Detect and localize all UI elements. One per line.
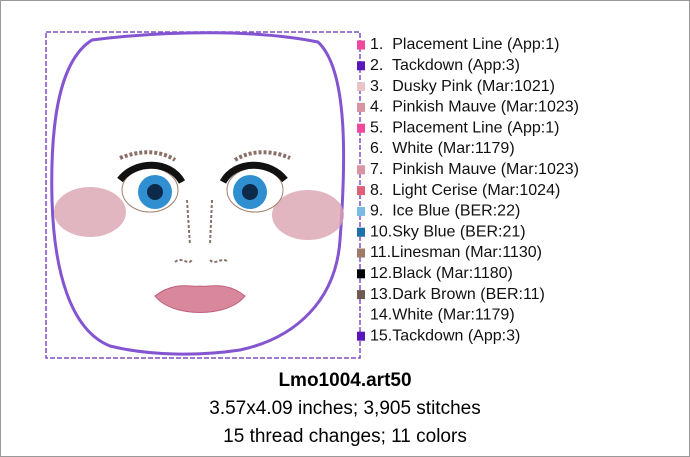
thread-swatch — [357, 103, 365, 112]
page: Lmo1004.art50 3.57x4.09 inches; 3,905 st… — [0, 0, 690, 457]
thread-label: 1. Placement Line (App:1) — [370, 36, 559, 53]
thread-swatch — [357, 124, 365, 133]
cheek — [54, 187, 126, 237]
thread-swatch — [357, 186, 365, 195]
thread-label: 3. Dusky Pink (Mar:1021) — [370, 78, 555, 95]
pupil — [242, 184, 258, 200]
thread-swatch — [357, 290, 365, 299]
thread-swatch — [357, 269, 365, 278]
thread-label: 10.Sky Blue (BER:21) — [370, 223, 526, 240]
thread-label: 5. Placement Line (App:1) — [370, 119, 559, 136]
design-size: 3.57x4.09 inches; 3,905 stitches — [209, 398, 480, 419]
design-preview — [46, 32, 360, 358]
design-card: Lmo1004.art50 3.57x4.09 inches; 3,905 st… — [0, 0, 690, 457]
thread-label: 6. White (Mar:1179) — [370, 140, 515, 157]
thread-swatch — [357, 165, 365, 174]
thread-label: 4. Pinkish Mauve (Mar:1023) — [370, 99, 579, 116]
thread-label: 2. Tackdown (App:3) — [370, 57, 520, 74]
thread-label: 12.Black (Mar:1180) — [370, 265, 513, 282]
thread-swatch — [357, 41, 365, 50]
thread-swatch — [357, 228, 365, 237]
design-counts: 15 thread changes; 11 colors — [223, 426, 467, 447]
cheek — [272, 190, 344, 240]
thread-swatch — [357, 207, 365, 216]
thread-label: 13.Dark Brown (BER:11) — [370, 286, 545, 303]
thread-swatch — [357, 82, 365, 91]
thread-swatch — [357, 332, 365, 341]
thread-label: 14.White (Mar:1179) — [370, 307, 515, 324]
thread-label: 8. Light Cerise (Mar:1024) — [370, 182, 560, 199]
thread-label: 11.Linesman (Mar:1130) — [370, 244, 542, 261]
thread-label: 7. Pinkish Mauve (Mar:1023) — [370, 161, 579, 178]
thread-swatch — [357, 61, 365, 70]
thread-label: 9. Ice Blue (BER:22) — [370, 203, 520, 220]
thread-swatch — [357, 249, 365, 258]
thread-label: 15.Tackdown (App:3) — [370, 327, 520, 344]
pupil — [147, 184, 163, 200]
design-name: Lmo1004.art50 — [278, 370, 411, 391]
